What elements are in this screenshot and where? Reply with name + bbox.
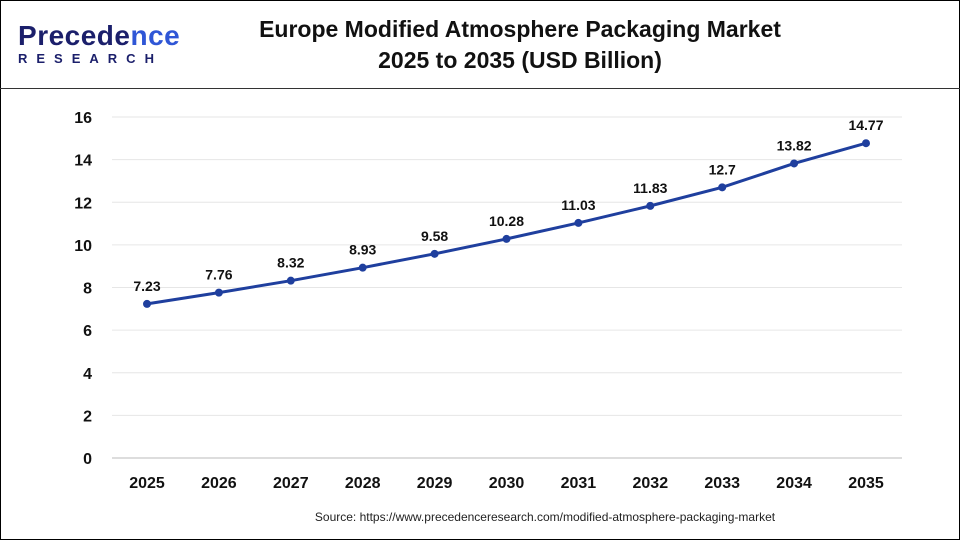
chart-title: Europe Modified Atmosphere Packaging Mar… <box>259 16 781 73</box>
data-point <box>862 139 870 148</box>
x-tick-label: 2028 <box>345 475 381 492</box>
data-point <box>286 276 295 285</box>
data-label: 8.32 <box>277 255 304 271</box>
x-tick-label: 2030 <box>489 475 525 492</box>
x-tick-label: 2034 <box>776 475 812 492</box>
data-point <box>214 288 223 297</box>
data-label: 11.03 <box>561 197 595 213</box>
data-label: 9.58 <box>421 228 448 244</box>
data-label: 7.23 <box>133 278 160 294</box>
data-point <box>646 201 655 210</box>
x-tick-label: 2026 <box>201 475 237 492</box>
data-point <box>358 263 367 272</box>
y-tick-label: 2 <box>83 408 92 425</box>
x-tick-label: 2025 <box>129 475 165 492</box>
data-label: 11.83 <box>633 180 667 196</box>
x-tick-label: 2033 <box>704 475 740 492</box>
data-point <box>502 234 511 243</box>
data-point <box>143 299 151 308</box>
source-text: Source: https://www.precedenceresearch.c… <box>314 510 776 524</box>
x-tick-label: 2031 <box>561 475 597 492</box>
y-tick-label: 16 <box>74 110 92 127</box>
y-tick-label: 10 <box>74 238 92 255</box>
data-point <box>718 183 727 192</box>
precedence-research-logo: Precedence RESEARCH <box>18 20 181 67</box>
x-tick-label: 2027 <box>273 475 309 492</box>
data-point <box>430 249 439 258</box>
header: Precedence RESEARCH Europe Modified Atmo… <box>0 0 960 89</box>
data-point <box>790 159 799 168</box>
y-tick-label: 14 <box>74 153 92 170</box>
y-tick-label: 0 <box>83 451 92 468</box>
x-tick-label: 2029 <box>417 475 453 492</box>
y-tick-label: 8 <box>83 281 92 298</box>
data-label: 10.28 <box>489 213 524 229</box>
data-label: 12.7 <box>709 161 736 177</box>
y-tick-label: 4 <box>83 366 92 383</box>
data-label: 7.76 <box>205 267 232 283</box>
y-tick-label: 6 <box>83 323 92 340</box>
data-label: 14.77 <box>848 117 883 133</box>
data-label: 8.93 <box>349 242 376 258</box>
x-tick-label: 2032 <box>633 475 669 492</box>
data-point <box>574 218 583 227</box>
y-tick-label: 12 <box>74 195 92 212</box>
data-label: 13.82 <box>777 137 812 153</box>
x-tick-label: 2035 <box>848 475 884 492</box>
